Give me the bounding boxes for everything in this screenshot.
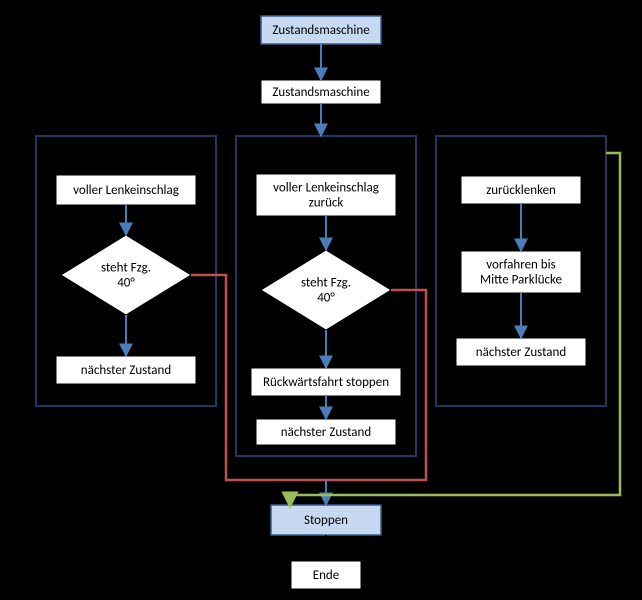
node-end-label: Ende [313,568,339,583]
title-label: Zustandsmaschine [272,23,369,38]
subtitle-label: Zustandsmaschine [272,85,369,100]
node-g1_a-label: voller Lenkeinschlag [73,183,179,198]
node-g3_a-label: zurücklenken [486,183,556,198]
node-stop-label: Stoppen [304,513,348,528]
node-g2_a-label: zurück [309,196,344,211]
flowchart-canvas: Zustandsmaschine Zustandsmaschine voller L… [0,0,642,600]
node-g3_b-label: vorfahren bis [486,258,555,273]
node-g1_b-label: 40° [117,276,135,291]
node-g2_b-label: steht Fzg. [301,276,351,291]
node-g2_d-label: nächster Zustand [281,425,371,440]
node-g2_c-label: Rückwärtsfahrt stoppen [263,375,389,390]
node-g3_c-label: nächster Zustand [476,345,566,360]
node-g3_b-label: Mitte Parklücke [480,273,562,288]
node-g2_b-label: 40° [317,291,335,306]
node-g1_c-label: nächster Zustand [81,363,171,378]
node-g2_a-label: voller Lenkeinschlag [273,181,379,196]
node-g1_b-label: steht Fzg. [101,261,151,276]
